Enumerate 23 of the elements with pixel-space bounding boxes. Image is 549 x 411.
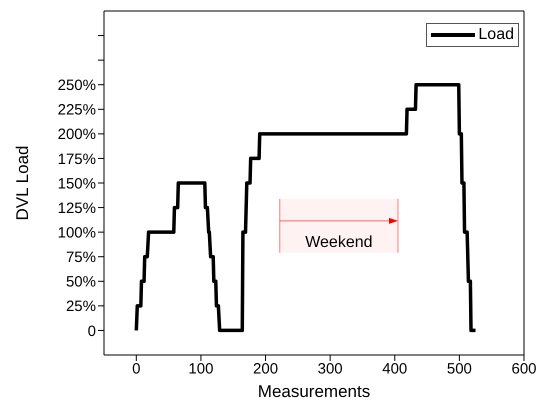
y-tick-label: 150% <box>58 175 96 192</box>
y-axis-title: DVL Load <box>13 146 32 220</box>
y-tick-label: 75% <box>66 249 96 266</box>
band-label: Weekend <box>305 234 373 251</box>
x-tick-label: 600 <box>511 360 537 378</box>
line-series <box>134 82 478 332</box>
y-tick-label: 100% <box>58 224 96 242</box>
y-tick-label: 200% <box>58 126 96 144</box>
legend-label: Load <box>478 26 514 44</box>
y-tick-label: 225% <box>58 102 96 119</box>
x-axis-title: Measurements <box>258 382 370 401</box>
x-tick-label: 500 <box>446 360 472 378</box>
y-tick-label: 50% <box>66 274 96 291</box>
x-tick-label: 400 <box>382 360 408 378</box>
y-tick-label: 125% <box>58 200 96 217</box>
y-tick-label: 25% <box>66 298 96 316</box>
x-tick-label: 0 <box>132 360 140 378</box>
y-tick-label: 175% <box>58 150 96 168</box>
x-tick-label: 100 <box>188 360 214 378</box>
y-tick-label: 250% <box>58 77 96 94</box>
x-tick-label: 200 <box>253 360 278 378</box>
y-tick-label: 0 <box>88 322 96 340</box>
x-tick-label: 300 <box>318 360 343 378</box>
